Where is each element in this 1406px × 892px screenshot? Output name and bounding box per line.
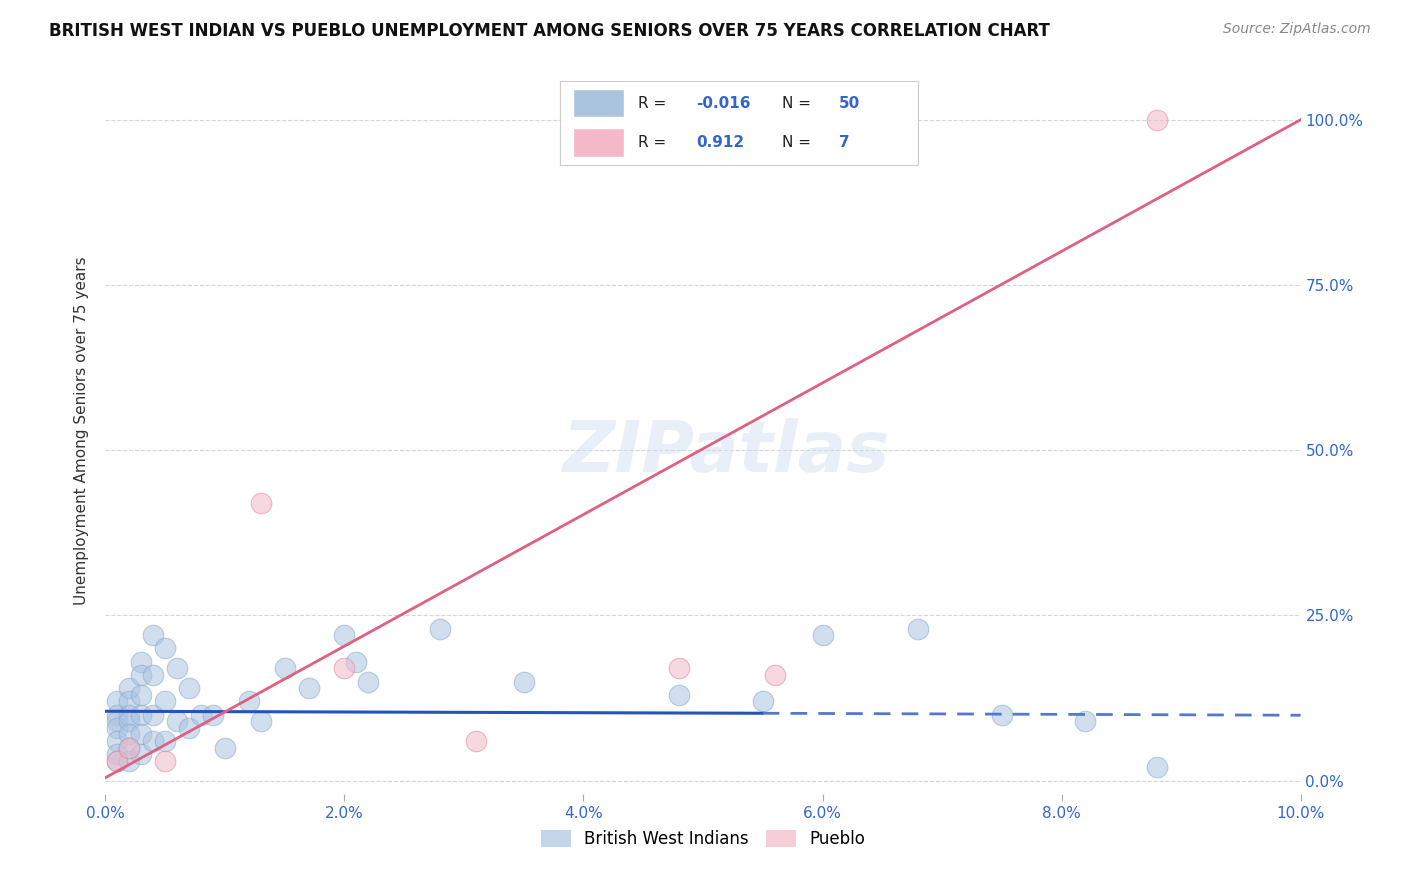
Point — [190, 707, 212, 722]
Point — [142, 707, 165, 722]
Point — [155, 734, 177, 748]
Point — [513, 674, 536, 689]
Point — [1146, 760, 1168, 774]
Y-axis label: Unemployment Among Seniors over 75 years: Unemployment Among Seniors over 75 years — [75, 256, 90, 605]
Point — [155, 694, 177, 708]
Point — [142, 628, 165, 642]
Point — [107, 754, 129, 768]
Point — [907, 622, 929, 636]
Point — [1146, 112, 1168, 127]
Text: BRITISH WEST INDIAN VS PUEBLO UNEMPLOYMENT AMONG SENIORS OVER 75 YEARS CORRELATI: BRITISH WEST INDIAN VS PUEBLO UNEMPLOYME… — [49, 22, 1050, 40]
Text: Source: ZipAtlas.com: Source: ZipAtlas.com — [1223, 22, 1371, 37]
Point — [107, 734, 129, 748]
Point — [177, 681, 201, 695]
Point — [129, 668, 153, 682]
Point — [118, 740, 141, 755]
Point — [429, 622, 451, 636]
Point — [763, 668, 786, 682]
Point — [155, 754, 177, 768]
Legend: British West Indians, Pueblo: British West Indians, Pueblo — [534, 823, 872, 855]
Point — [333, 628, 356, 642]
Point — [142, 668, 165, 682]
Point — [107, 714, 129, 728]
Point — [118, 707, 141, 722]
Point — [214, 740, 236, 755]
Point — [107, 707, 129, 722]
Point — [142, 734, 165, 748]
Point — [107, 754, 129, 768]
Point — [250, 714, 273, 728]
Point — [118, 694, 141, 708]
Point — [107, 721, 129, 735]
Point — [118, 727, 141, 741]
Point — [1074, 714, 1097, 728]
Point — [250, 496, 273, 510]
Point — [346, 655, 368, 669]
Point — [129, 655, 153, 669]
Point — [990, 707, 1012, 722]
Point — [118, 681, 141, 695]
Point — [155, 641, 177, 656]
Point — [129, 747, 153, 762]
Point — [107, 747, 129, 762]
Point — [668, 688, 690, 702]
Point — [464, 734, 488, 748]
Point — [166, 714, 188, 728]
Point — [668, 661, 690, 675]
Point — [107, 694, 129, 708]
Point — [333, 661, 356, 675]
Point — [129, 688, 153, 702]
Point — [273, 661, 295, 675]
Point — [129, 707, 153, 722]
Text: ZIPatlas: ZIPatlas — [564, 417, 890, 487]
Point — [357, 674, 380, 689]
Point — [177, 721, 201, 735]
Point — [118, 740, 141, 755]
Point — [118, 754, 141, 768]
Point — [751, 694, 773, 708]
Point — [298, 681, 321, 695]
Point — [129, 727, 153, 741]
Point — [166, 661, 188, 675]
Point — [118, 714, 141, 728]
Point — [811, 628, 834, 642]
Point — [202, 707, 225, 722]
Point — [238, 694, 260, 708]
